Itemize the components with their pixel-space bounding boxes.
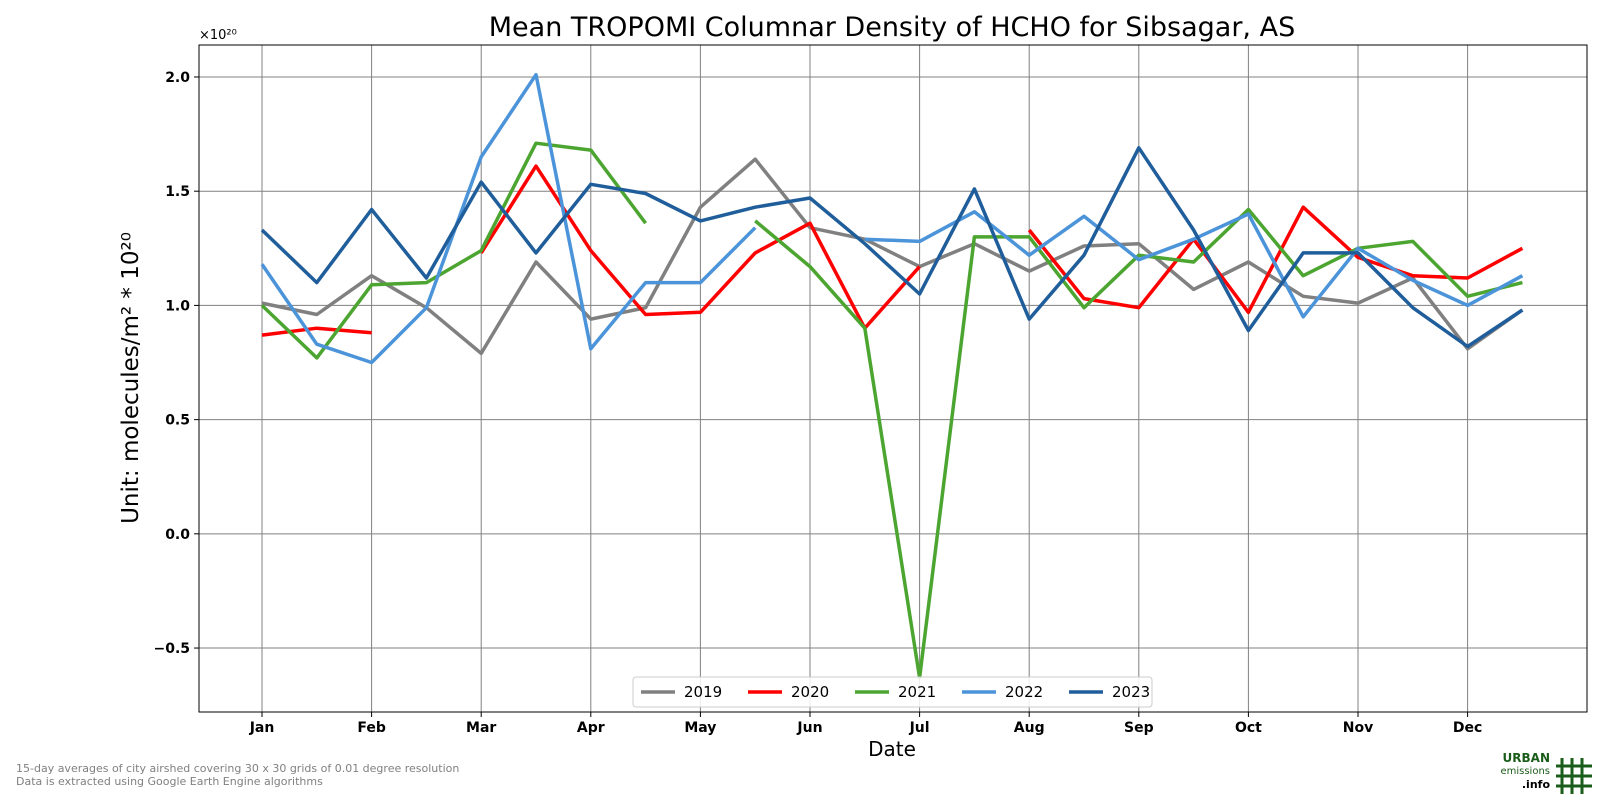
grid-lines — [199, 45, 1587, 712]
x-tick-labels: Jan Feb Mar Apr May Jun Jul Aug Sep Oct Nov Dec — [249, 712, 1482, 736]
legend-label-2021: 2021 — [898, 683, 936, 701]
x-tick-label: Aug — [1014, 720, 1045, 736]
y-tick-label: 0.5 — [165, 413, 190, 429]
chart-title: Mean TROPOMI Columnar Density of HCHO fo… — [489, 12, 1295, 43]
logo-line-1: URBAN — [1502, 751, 1550, 765]
logo-line-3: .info — [1521, 778, 1550, 791]
series-line-2022 — [260, 72, 1524, 365]
series-lines — [260, 72, 1524, 680]
urban-emissions-logo: URBAN emissions .info — [1494, 752, 1594, 798]
y-tick-label: 0.0 — [165, 527, 190, 543]
series-line-2020 — [261, 164, 1524, 337]
footnote-line-2: Data is extracted using Google Earth Eng… — [16, 775, 323, 788]
legend: 2019 2020 2021 2022 2023 — [632, 676, 1153, 708]
legend-label-2020: 2020 — [791, 683, 829, 701]
x-tick-label: Sep — [1124, 720, 1154, 736]
series-line-2023 — [260, 146, 1524, 349]
x-tick-label: Jan — [249, 720, 275, 736]
x-tick-label: Mar — [466, 720, 496, 736]
plot-frame — [198, 44, 1588, 713]
x-tick-label: Nov — [1343, 720, 1373, 736]
legend-label-2019: 2019 — [684, 683, 722, 701]
legend-label-2023: 2023 — [1112, 683, 1150, 701]
legend-box — [632, 676, 1153, 708]
x-tick-label: Feb — [357, 720, 386, 736]
y-tick-label: −0.5 — [153, 641, 190, 657]
y-offset-label: ×10²⁰ — [199, 28, 237, 43]
series-line-2021 — [260, 141, 1523, 680]
logo-text: URBAN emissions .info — [1500, 751, 1550, 792]
y-tick-labels: −0.5 0.0 0.5 1.0 1.5 2.0 — [153, 70, 199, 657]
grid-logo-icon — [1556, 758, 1592, 794]
x-tick-label: May — [684, 720, 716, 736]
y-tick-label: 1.5 — [165, 184, 190, 200]
x-tick-label: Apr — [577, 720, 605, 736]
x-tick-label: Oct — [1235, 720, 1262, 736]
x-tick-label: Dec — [1453, 720, 1482, 736]
x-axis-label: Date — [868, 737, 916, 761]
x-tick-label: Jun — [796, 720, 822, 736]
y-axis-label: Unit: molecules/m² * 10²⁰ — [118, 232, 144, 524]
x-tick-label: Jul — [909, 720, 930, 736]
logo-line-2: emissions — [1500, 766, 1550, 777]
footnote-line-1: 15-day averages of city airshed covering… — [16, 762, 460, 775]
legend-label-2022: 2022 — [1005, 683, 1043, 701]
y-tick-label: 2.0 — [165, 70, 190, 86]
series-line-2019 — [261, 157, 1524, 356]
y-tick-label: 1.0 — [165, 298, 190, 314]
